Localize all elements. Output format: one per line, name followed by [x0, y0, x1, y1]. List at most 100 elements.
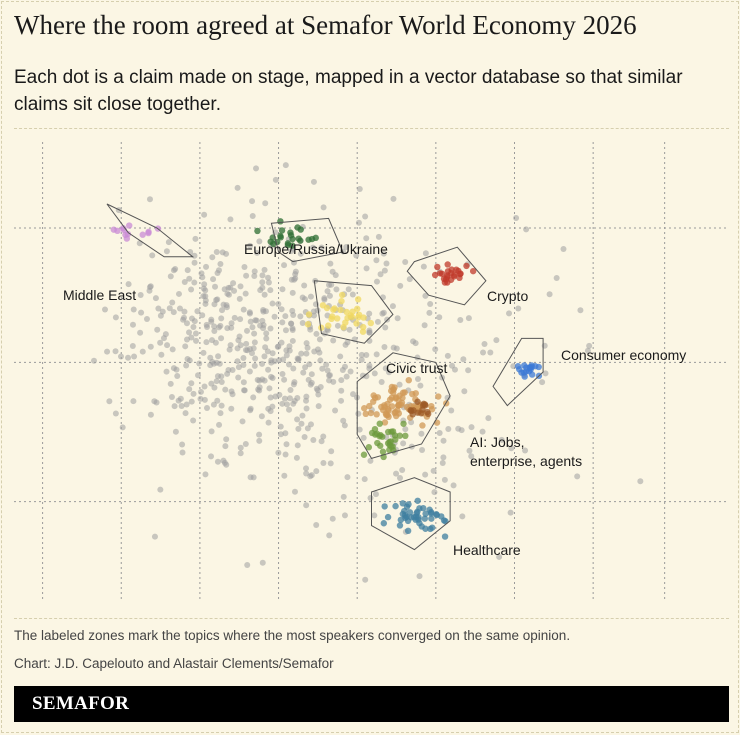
claim-dot [313, 330, 320, 337]
claim-dot [277, 431, 284, 438]
claim-dot [301, 434, 308, 441]
claim-dot [316, 349, 323, 356]
claim-dot [261, 266, 268, 273]
zone-dot [435, 393, 442, 400]
claim-dot [215, 353, 222, 360]
claim-dot [298, 350, 305, 357]
bottom-divider [14, 618, 729, 619]
claim-dot [261, 353, 268, 360]
claim-dot [371, 512, 378, 519]
zone-dot [404, 517, 412, 525]
zone-dot [528, 371, 536, 378]
claim-dot [191, 252, 198, 259]
claim-dot [217, 410, 224, 417]
claim-dot [191, 259, 198, 266]
claim-dot [444, 394, 451, 401]
zone-dot [361, 405, 368, 412]
claim-dot [282, 313, 289, 320]
zone-dot [451, 271, 458, 279]
zone-dot [532, 363, 539, 370]
claim-dot [276, 391, 283, 398]
claim-dot [461, 388, 468, 395]
claim-dot [237, 444, 244, 451]
claim-dot [213, 296, 220, 303]
claim-dot [179, 441, 186, 448]
claim-dot [251, 339, 258, 346]
claim-dot [216, 324, 223, 331]
claim-dot [294, 442, 301, 449]
claim-dot [240, 354, 247, 361]
claim-dot [304, 344, 311, 351]
claim-dot [137, 329, 144, 336]
claim-dot [373, 278, 380, 285]
claim-dot [377, 271, 384, 278]
claim-dot [451, 366, 458, 373]
zone-label: Crypto [487, 288, 528, 304]
claim-dot [332, 272, 339, 279]
claim-dot [315, 403, 322, 410]
zone-label: Consumer economy [561, 347, 686, 363]
claim-dot [386, 369, 393, 376]
claim-dot [326, 532, 333, 539]
claim-dot [362, 213, 369, 220]
zone-dot [400, 420, 407, 427]
claim-dot [308, 379, 315, 386]
claim-dot [202, 293, 209, 300]
claim-dot [275, 449, 282, 456]
claim-dot [361, 476, 368, 483]
claim-dot [282, 327, 289, 334]
claim-dot [279, 400, 286, 407]
claim-dot [493, 337, 500, 344]
claim-dot [244, 327, 251, 334]
claim-dot [355, 219, 362, 226]
claim-dot [506, 310, 513, 317]
claim-dot [276, 357, 283, 364]
claim-dot [219, 307, 226, 314]
zone-dot [406, 509, 414, 516]
zone-dot [367, 319, 375, 327]
zone-dot [334, 315, 341, 322]
claim-dot [211, 328, 218, 335]
claim-dot [170, 309, 177, 316]
claim-dot [179, 449, 186, 456]
zone-dot [360, 451, 368, 458]
zone-dot [355, 311, 363, 319]
claim-dot [227, 342, 234, 349]
claim-dot [266, 385, 273, 392]
zone-dot [353, 320, 360, 327]
claim-dot [294, 416, 301, 423]
claim-dot [182, 343, 189, 350]
zone-dot [386, 396, 394, 403]
claim-dot [362, 576, 369, 583]
claim-dot [344, 474, 351, 481]
claim-dot [218, 335, 225, 342]
claim-dot [234, 358, 241, 365]
claim-dot [320, 460, 327, 467]
zone-dot [416, 519, 423, 527]
claim-dot [347, 368, 354, 375]
claim-dot [393, 470, 400, 477]
claim-dot [397, 282, 404, 289]
claim-dot [223, 250, 230, 257]
claim-dot [253, 317, 260, 324]
claim-dot [299, 412, 306, 419]
claim-dot [246, 368, 253, 375]
claim-dot [177, 395, 184, 402]
claim-dot [249, 212, 256, 219]
zone-dot [344, 314, 351, 322]
claim-dot [327, 460, 334, 467]
claim-dot [292, 268, 299, 275]
claim-dot [250, 394, 257, 401]
zone-dot [516, 366, 523, 373]
claim-dot [358, 356, 365, 363]
claim-dot [194, 308, 201, 315]
zone-dot [388, 403, 396, 410]
zone-dot [469, 267, 477, 275]
zone-dot [372, 431, 379, 438]
claim-dot [334, 322, 341, 329]
claim-dot [155, 305, 162, 312]
claim-dot [577, 307, 584, 314]
claim-dot [265, 419, 272, 426]
claim-dot [239, 418, 246, 425]
claim-dot [329, 515, 336, 522]
